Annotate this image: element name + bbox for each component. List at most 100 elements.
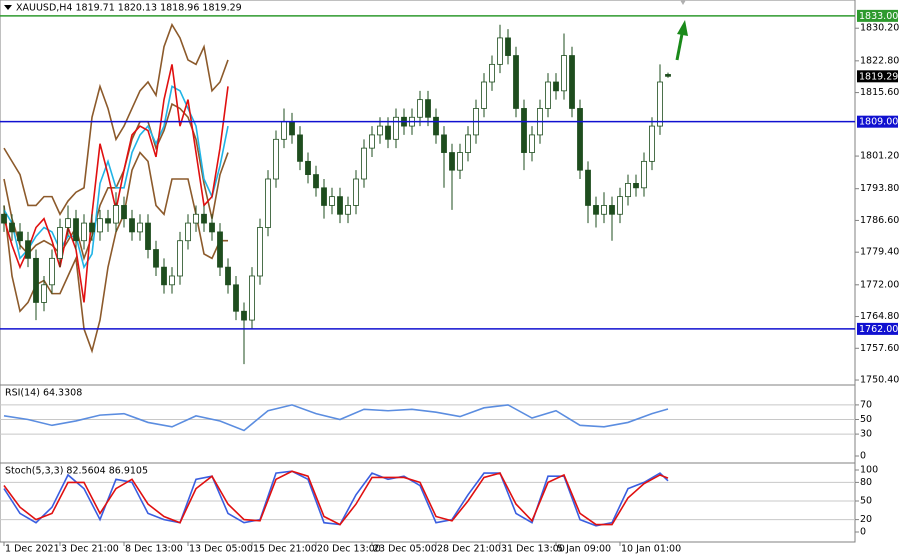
y-tick-label: 1750.40 [860,375,899,386]
candle-body [585,169,591,206]
candle-body [529,134,535,153]
candle-body [553,81,559,92]
candle-body [649,125,655,162]
candle-body [57,227,63,259]
stoch-title: Stoch(5,3,3) 82.5604 86.9105 [5,466,148,477]
candle-body [73,218,79,242]
candle-body [489,63,495,83]
candle-body [417,99,423,118]
candle-body [49,257,55,286]
arrow-head [677,20,688,36]
candle-body [665,74,671,77]
level-label: 1833.00 [859,11,898,22]
candle-body [105,218,111,224]
candle-body [25,240,31,259]
candle-body [561,55,567,92]
level-label-box [857,9,898,22]
y-tick-label: 50 [860,496,872,507]
y-tick-label: 1772.00 [860,279,899,290]
x-tick-label: 3 Dec 21:00 [61,544,119,555]
rsi-title: RSI(14) 64.3308 [5,388,82,399]
candle-body [41,284,47,303]
y-tick-label: 0 [860,527,866,538]
candle-body [121,205,127,220]
candle-body [425,99,431,118]
candle-body [513,55,519,109]
y-tick-label: 1801.20 [860,151,899,162]
candle-body [569,55,575,109]
candle-body [337,196,343,215]
candle-body [145,222,151,250]
x-tick-label: 13 Dec 05:00 [189,544,253,555]
candle-body [129,218,135,233]
y-tick-label: 0 [860,451,866,462]
candle-body [617,196,623,215]
candle-body [265,178,271,228]
candle-body [657,81,663,127]
candle-body [33,257,39,303]
candle-body [449,152,455,171]
forecast-arrow [675,20,688,61]
indicator-line [3,151,228,354]
last-price-label: 1819.29 [859,71,898,82]
y-tick-label: 1830.20 [860,23,899,34]
x-tick-label: 15 Dec 21:00 [253,544,317,555]
candle-body [193,213,199,224]
candle-body [273,138,279,180]
x-tick-label: 23 Dec 05:00 [373,544,437,555]
x-tick-label: 28 Dec 21:00 [437,544,501,555]
arrow-shaft [675,33,684,61]
indicator-line [3,404,669,432]
candle-body [457,152,463,171]
y-tick-label: 80 [860,477,872,488]
y-tick-label: 1815.60 [860,87,899,98]
menu-triangle[interactable] [4,5,12,10]
y-tick-label: 100 [860,465,878,476]
y-tick-label: 30 [860,429,872,440]
level-label: 1762.00 [859,324,898,335]
candle-body [361,147,367,180]
candle-body [249,275,255,321]
x-tick-label: 5 Jan 09:00 [557,544,611,555]
y-tick-label: 1779.40 [860,247,899,258]
candle-body [377,125,383,136]
candle-body [9,222,15,233]
candle-body [217,231,223,268]
level-label-box [857,115,898,128]
candle-body [385,125,391,140]
candle-body [161,266,167,286]
candle-body [209,222,215,233]
candle-body [185,222,191,242]
y-tick-label: 1757.60 [860,343,899,354]
candle-body [465,134,471,153]
candle-body [313,174,319,189]
candle-body [641,160,647,189]
y-tick-label: 1822.80 [860,55,899,66]
candle-body [81,222,87,242]
candle-body [393,116,399,140]
candle-body [441,134,447,153]
level-label: 1809.00 [859,117,898,128]
y-tick-label: 70 [860,399,872,410]
x-tick-label: 8 Dec 13:00 [125,544,183,555]
level-label-box [857,322,898,335]
candle-body [177,240,183,277]
candle-body [1,213,7,224]
y-tick-label: 20 [860,514,872,525]
candle-body [433,116,439,136]
candle-body [281,121,287,140]
chart-title: XAUUSD,H4 1819.71 1820.13 1818.96 1819.2… [16,3,242,14]
candle-body [609,205,615,215]
y-tick-label: 50 [860,414,872,425]
candle-body [297,134,303,162]
candle-body [521,108,527,153]
candle-body [89,222,95,233]
y-tick-label: 1793.80 [860,183,899,194]
candle-body [241,310,247,321]
candle-body [321,187,327,206]
candle-body [289,121,295,136]
candle-body [305,160,311,175]
candle-body [545,81,551,109]
